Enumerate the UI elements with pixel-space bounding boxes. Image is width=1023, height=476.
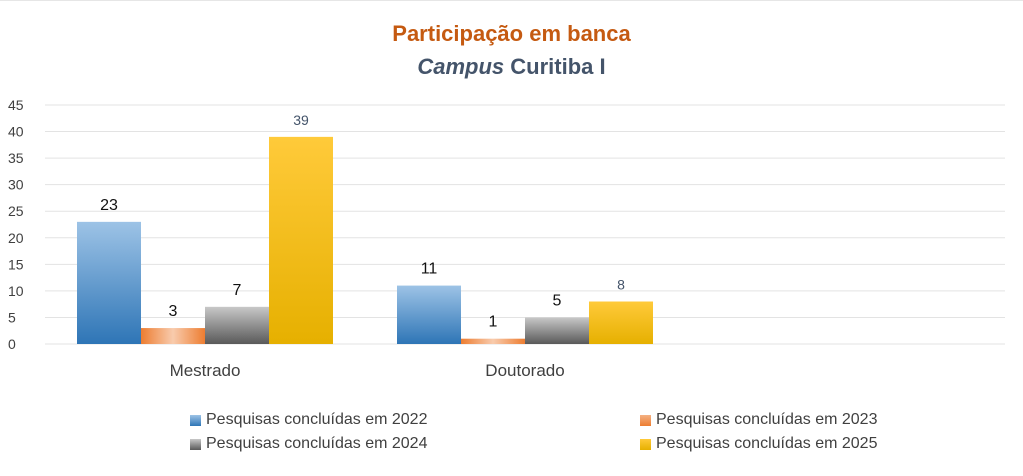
y-tick-label: 40 bbox=[8, 124, 24, 140]
y-tick-label: 20 bbox=[8, 230, 24, 246]
legend-label: Pesquisas concluídas em 2024 bbox=[206, 435, 428, 452]
legend-item: Pesquisas concluídas em 2024 bbox=[190, 435, 427, 453]
bar bbox=[205, 306, 269, 344]
chart-title: Participação em banca bbox=[392, 21, 631, 46]
legend-label: Pesquisas concluídas em 2025 bbox=[656, 435, 878, 452]
x-tick-label: Doutorado bbox=[485, 361, 564, 380]
data-label: 5 bbox=[553, 292, 562, 309]
y-tick-label: 25 bbox=[8, 203, 24, 219]
chart-subtitle: Campus Curitiba I bbox=[0, 54, 1023, 80]
bar bbox=[397, 285, 461, 344]
legend-swatch bbox=[190, 438, 201, 450]
data-label: 7 bbox=[233, 282, 242, 299]
legend-swatch bbox=[640, 438, 651, 450]
y-tick-label: 5 bbox=[8, 309, 16, 325]
data-label: 8 bbox=[617, 277, 625, 293]
y-tick-label: 0 bbox=[8, 336, 16, 352]
subtitle-rest: Curitiba I bbox=[510, 54, 606, 79]
bar bbox=[525, 317, 589, 344]
bar bbox=[269, 136, 333, 344]
data-label: 1 bbox=[489, 314, 498, 331]
legend-label: Pesquisas concluídas em 2022 bbox=[206, 411, 428, 428]
legend-item: Pesquisas concluídas em 2025 bbox=[640, 435, 877, 453]
legend-swatch bbox=[640, 414, 651, 426]
data-label: 39 bbox=[293, 112, 309, 128]
y-tick-label: 15 bbox=[8, 256, 24, 272]
legend-label: Pesquisas concluídas em 2023 bbox=[656, 411, 878, 428]
legend-item: Pesquisas concluídas em 2023 bbox=[640, 411, 877, 429]
y-tick-label: 35 bbox=[8, 150, 24, 166]
bar bbox=[589, 301, 653, 344]
x-tick-label: Mestrado bbox=[170, 361, 241, 380]
data-label: 23 bbox=[100, 197, 118, 214]
y-tick-label: 45 bbox=[8, 97, 24, 113]
y-tick-label: 30 bbox=[8, 177, 24, 193]
data-label: 3 bbox=[169, 303, 178, 320]
subtitle-italic: Campus bbox=[417, 54, 505, 79]
bar bbox=[141, 328, 205, 344]
y-tick-label: 10 bbox=[8, 283, 24, 299]
bar bbox=[77, 221, 141, 344]
legend-swatch bbox=[190, 414, 201, 426]
legend-item: Pesquisas concluídas em 2022 bbox=[190, 411, 427, 429]
bar bbox=[461, 338, 525, 344]
data-label: 11 bbox=[421, 261, 438, 278]
